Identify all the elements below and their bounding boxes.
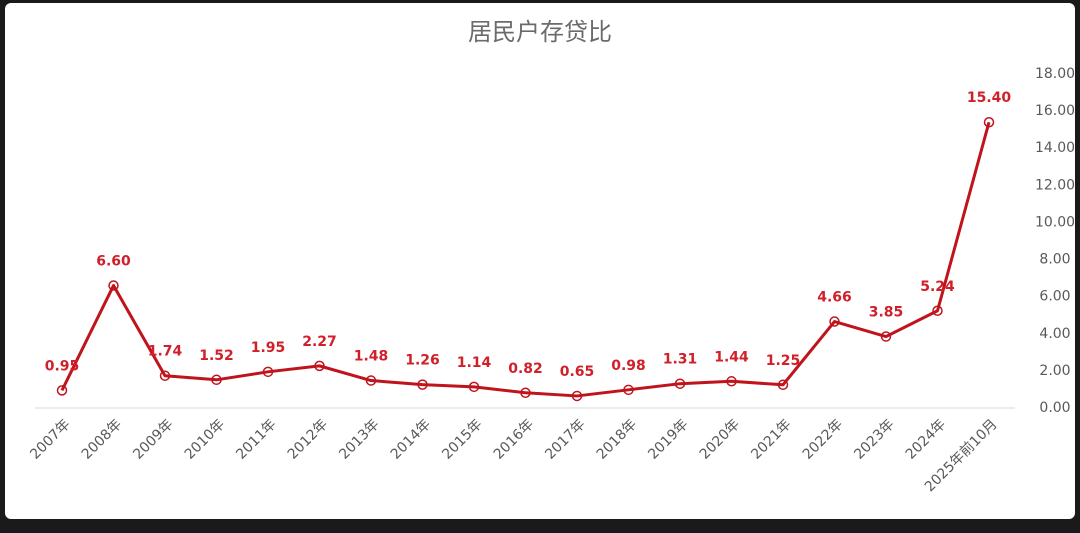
y-tick-label: 14.00: [1035, 140, 1075, 156]
marker: [880, 331, 892, 342]
data-label: 1.44: [714, 349, 749, 365]
y-tick-label: 10.00: [1035, 214, 1075, 230]
data-label: 1.31: [663, 352, 698, 368]
data-label: 4.66: [817, 290, 852, 306]
data-label: 0.95: [45, 358, 80, 374]
line: [60, 121, 991, 398]
marker: [726, 376, 737, 387]
data-label: 1.26: [405, 353, 440, 369]
marker: [983, 116, 995, 128]
data-label: 1.74: [148, 344, 183, 360]
data-label: 1.48: [354, 349, 389, 365]
marker: [468, 381, 480, 393]
data-label: 1.52: [199, 348, 234, 364]
y-tick-label: 12.00: [1035, 177, 1075, 193]
y-tick-label: 6.00: [1039, 289, 1070, 305]
marker: [417, 379, 428, 390]
marker: [932, 305, 943, 317]
data-label: 6.60: [96, 254, 131, 270]
y-tick-label: 4.00: [1039, 326, 1070, 342]
data-label: 1.14: [457, 355, 492, 371]
data-label: 5.24: [920, 279, 955, 295]
data-label: 1.25: [766, 353, 801, 369]
y-tick-label: 8.00: [1039, 252, 1070, 268]
marker: [623, 384, 634, 396]
marker: [211, 374, 222, 386]
data-label: 2.27: [302, 334, 337, 350]
marker: [108, 280, 119, 291]
y-tick-label: 18.00: [1035, 66, 1075, 82]
marker: [365, 375, 377, 386]
marker: [571, 390, 583, 402]
data-label: 0.65: [560, 364, 595, 380]
marker: [159, 370, 171, 381]
chart-area: [5, 3, 1075, 519]
marker: [262, 366, 274, 378]
data-label: 0.98: [611, 358, 646, 374]
marker: [314, 360, 325, 372]
data-label: 15.40: [967, 90, 1012, 106]
marker: [829, 316, 840, 327]
y-tick-label: 16.00: [1035, 103, 1075, 119]
marker: [520, 387, 531, 399]
y-tick-label: 2.00: [1039, 363, 1070, 379]
data-label: 0.82: [508, 361, 543, 377]
marker: [56, 385, 68, 396]
y-tick-label: 0.00: [1039, 400, 1070, 416]
marker: [777, 379, 789, 391]
data-label: 3.85: [869, 305, 904, 321]
data-label: 1.95: [251, 340, 286, 356]
marker: [674, 378, 686, 389]
chart-title: 居民户存贷比: [468, 18, 612, 46]
